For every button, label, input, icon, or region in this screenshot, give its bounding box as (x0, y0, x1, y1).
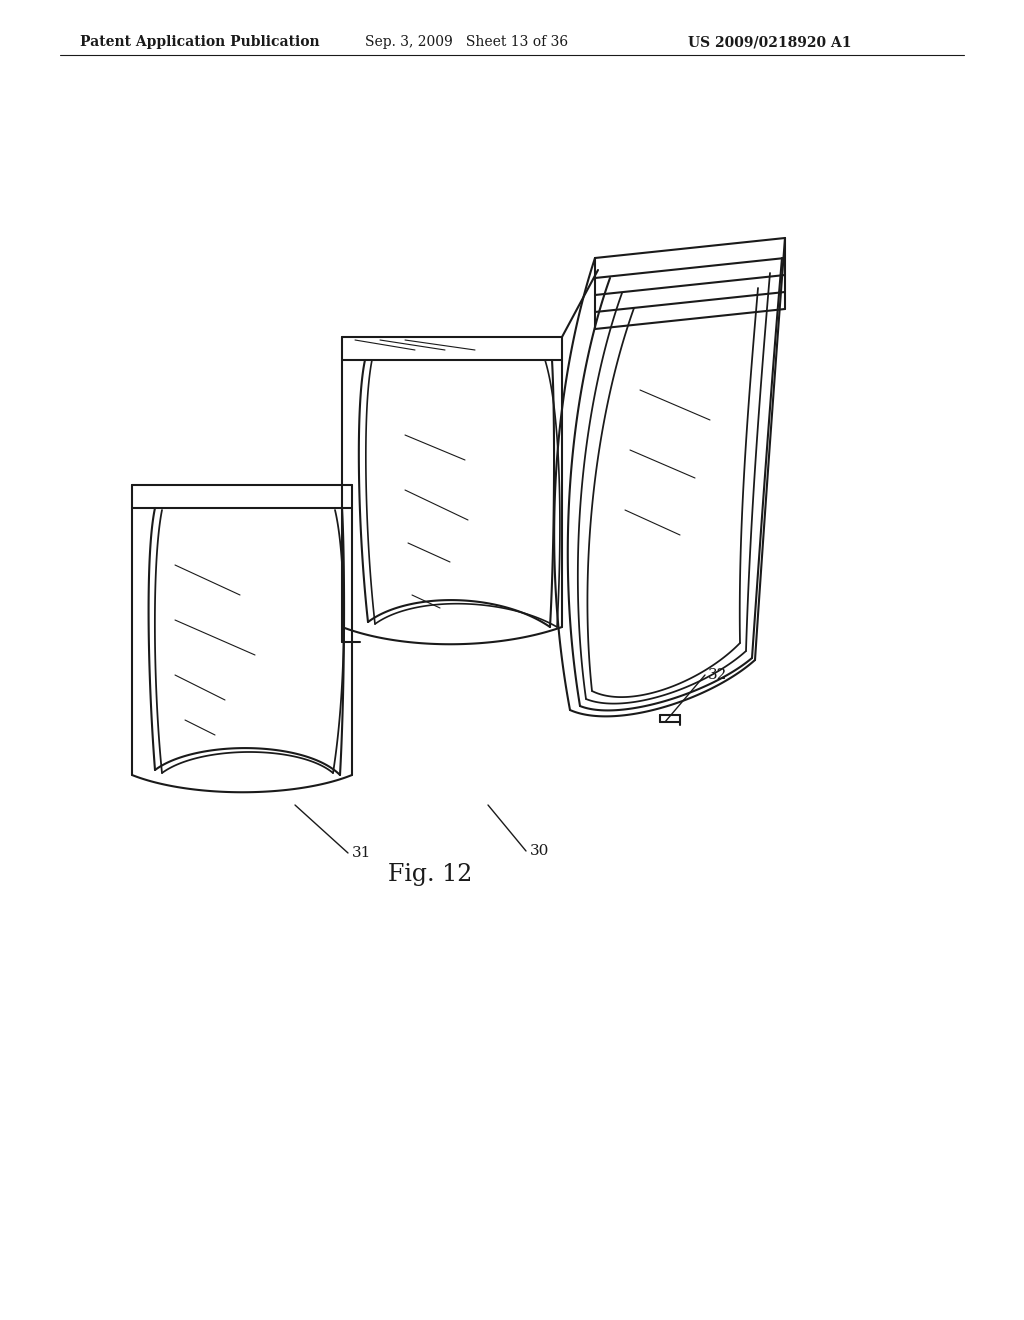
Text: Fig. 12: Fig. 12 (388, 863, 472, 887)
Text: Patent Application Publication: Patent Application Publication (80, 36, 319, 49)
Text: 31: 31 (352, 846, 372, 861)
Text: 32: 32 (708, 668, 727, 682)
Text: 30: 30 (530, 843, 549, 858)
Text: US 2009/0218920 A1: US 2009/0218920 A1 (688, 36, 852, 49)
Text: Sep. 3, 2009   Sheet 13 of 36: Sep. 3, 2009 Sheet 13 of 36 (365, 36, 568, 49)
